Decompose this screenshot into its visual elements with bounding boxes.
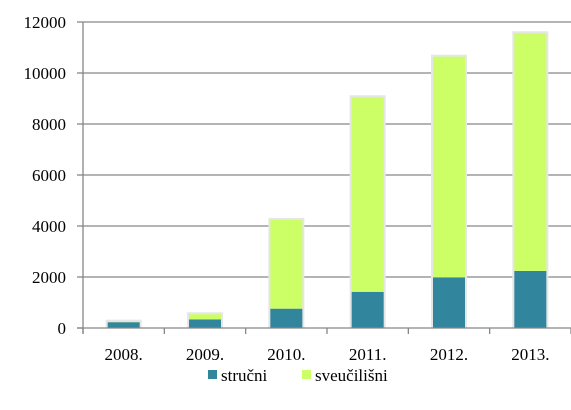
legend-swatch-strucni <box>208 370 217 379</box>
gridlines <box>83 21 571 278</box>
legend-label-strucni: stručni <box>221 366 268 385</box>
bar-strucni-2 <box>270 308 303 328</box>
y-tick-labels: 0 2000 4000 6000 8000 10000 12000 <box>24 13 67 338</box>
bar-sveucilisni-3 <box>351 97 384 292</box>
x-tick-label: 2011. <box>349 345 387 364</box>
x-tick-label: 2008. <box>105 345 143 364</box>
bar-sveucilisni-1 <box>189 314 221 320</box>
bar-strucni-0 <box>107 322 140 328</box>
x-tick-label: 2010. <box>267 345 305 364</box>
bar-sveucilisni-0 <box>107 321 140 323</box>
x-tick-label: 2009. <box>186 345 224 364</box>
axes <box>77 21 571 334</box>
y-tick-label: 0 <box>58 319 67 338</box>
legend-swatch-sveucilisni <box>302 370 311 379</box>
bar-sveucilisni-2 <box>270 219 303 309</box>
y-tick-label: 6000 <box>32 166 66 185</box>
bar-shadow <box>105 319 142 323</box>
x-tick-labels: 2008. 2009. 2010. 2011. 2012. 2013. <box>105 345 550 364</box>
bar-strucni-3 <box>351 291 384 328</box>
y-tick-label: 8000 <box>32 115 66 134</box>
y-tick-label: 4000 <box>32 217 66 236</box>
bar-sveucilisni-4 <box>433 56 465 278</box>
bars <box>105 31 549 328</box>
bar-sveucilisni-5 <box>514 33 547 271</box>
y-tick-label: 10000 <box>24 64 67 83</box>
legend: stručni sveučilišni <box>208 366 388 385</box>
bar-strucni-1 <box>189 319 221 328</box>
x-tick-label: 2012. <box>430 345 468 364</box>
y-tick-label: 2000 <box>32 268 66 287</box>
x-tick-label: 2013. <box>511 345 549 364</box>
bar-strucni-4 <box>433 277 465 328</box>
bar-strucni-5 <box>514 270 547 328</box>
y-tick-label: 12000 <box>24 13 67 32</box>
legend-label-sveucilisni: sveučilišni <box>315 366 388 385</box>
